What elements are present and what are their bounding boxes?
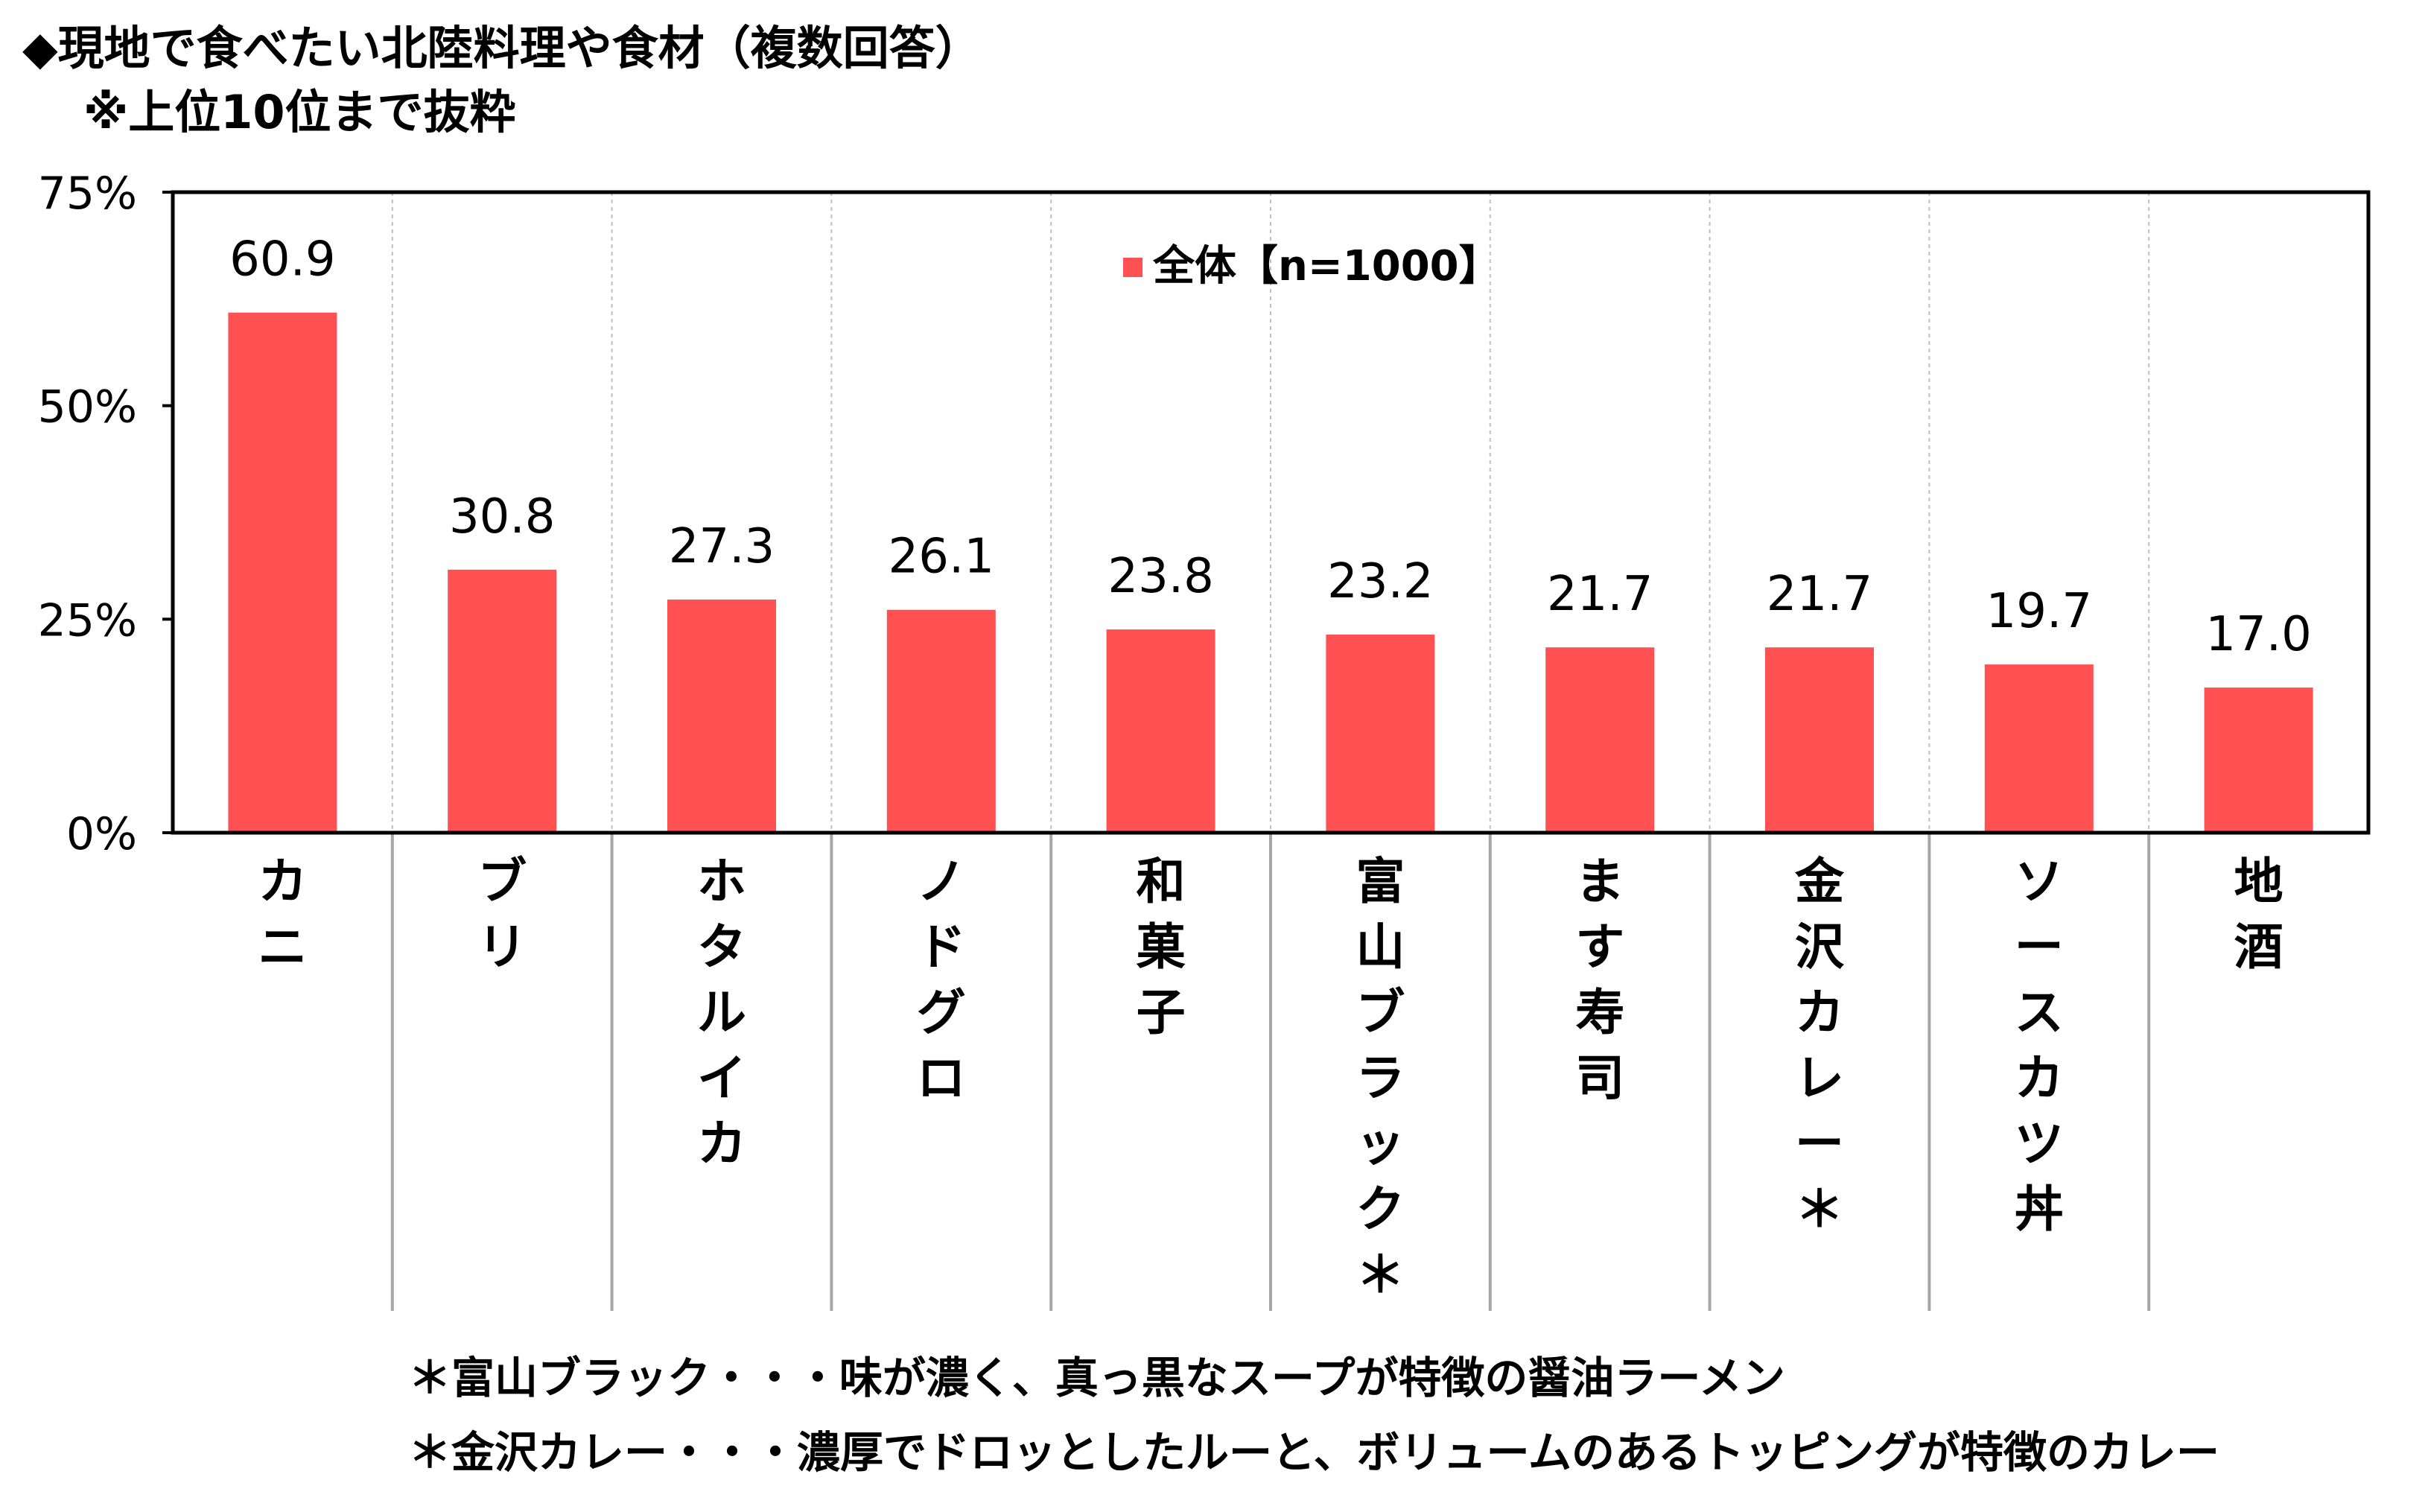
x-tick-label: リ [477, 918, 527, 976]
x-tick-label: ＊ [1795, 1181, 1844, 1238]
x-tick-label: カ [258, 853, 307, 910]
plot-border [171, 190, 2371, 835]
x-tick-label: ツ [2015, 1115, 2064, 1172]
x-tick-label: ラ [1355, 1049, 1405, 1107]
x-tick-label: ソ [2015, 853, 2064, 910]
bar [2204, 687, 2313, 833]
value-label: 27.3 [669, 519, 775, 574]
value-label: 26.1 [889, 530, 995, 585]
legend-swatch [1123, 258, 1142, 277]
x-tick-label: ホ [697, 853, 746, 910]
x-tick-label: タ [697, 918, 746, 976]
x-tick-label: 富 [1355, 853, 1405, 910]
x-tick-label: ＊ [1355, 1246, 1405, 1303]
y-tick-label: 25% [38, 594, 137, 647]
x-tick-label: 丼 [2015, 1181, 2064, 1238]
x-tick-label: ク [1355, 1181, 1405, 1238]
bar [667, 599, 776, 833]
footnotes: ＊富山ブラック・・・味が濃く、真っ黒なスープが特徴の醤油ラーメン ＊金沢カレー・… [408, 1341, 2219, 1490]
bar [228, 312, 337, 833]
bar [1984, 664, 2094, 833]
x-tick-label: グ [917, 984, 966, 1041]
value-label: 17.0 [2205, 607, 2312, 662]
x-tick-label: ッ [1355, 1115, 1405, 1172]
x-tick-label: イ [697, 1049, 746, 1107]
bar [1106, 629, 1215, 833]
x-tick-label: 子 [1137, 984, 1186, 1041]
x-tick-label: ロ [917, 1049, 966, 1107]
x-tick-label: 山 [1355, 918, 1405, 976]
x-tick-label: ド [917, 918, 966, 976]
x-tick-label: 菓 [1137, 918, 1186, 976]
y-axis: 0% 25% 50% 75% [38, 168, 173, 860]
x-tick-label: カ [1795, 984, 1844, 1041]
x-tick-label: 司 [1575, 1049, 1624, 1107]
value-label: 23.8 [1107, 549, 1214, 604]
category-dividers [390, 192, 2151, 1311]
x-tick-label: ニ [258, 918, 307, 976]
value-labels: 60.9 30.8 27.3 26.1 23.8 23.2 21.7 21.7 19.7 17.0 [229, 232, 2312, 662]
bar [1326, 634, 1435, 833]
value-label: 60.9 [229, 232, 336, 288]
plot-frame [171, 190, 2371, 835]
x-tick-label: ス [2015, 984, 2064, 1041]
title-line-2: ※上位10位まで抜粋 [83, 85, 516, 139]
x-tick-label: レ [1795, 1049, 1844, 1107]
title-line-1: ◆現地で食べたい北陸料理や食材（複数回答） [22, 21, 982, 75]
x-tick-label: ル [697, 984, 746, 1041]
x-tick-label: 寿 [1575, 984, 1624, 1041]
legend: 全体【n=1000】 [1123, 242, 1501, 290]
x-tick-label: ー [1795, 1115, 1844, 1172]
value-label: 30.8 [449, 489, 556, 544]
value-label: 19.7 [1986, 584, 2093, 639]
x-tick-label: 和 [1137, 853, 1186, 910]
legend-label: 全体【n=1000】 [1152, 242, 1501, 290]
y-tick-label: 50% [38, 381, 137, 433]
bar [886, 609, 996, 833]
value-label: 21.7 [1767, 567, 1873, 622]
footnote-2: ＊金沢カレー・・・濃厚でドロッとしたルーと、ボリュームのあるトッピングが特徴のカ… [408, 1427, 2219, 1478]
bar [448, 569, 557, 833]
bar [1765, 647, 1874, 833]
x-tick-label: ー [2015, 918, 2064, 976]
x-tick-label: ノ [917, 853, 966, 910]
x-tick-label: 酒 [2234, 918, 2283, 976]
x-tick-label: ま [1575, 853, 1624, 910]
y-tick-label: 0% [66, 808, 137, 860]
y-tick-label: 75% [38, 168, 137, 220]
footnote-1: ＊富山ブラック・・・味が濃く、真っ黒なスープが特徴の醤油ラーメン [408, 1353, 1786, 1403]
x-tick-label: 金 [1794, 853, 1845, 910]
value-label: 21.7 [1547, 567, 1653, 622]
x-tick-label: ブ [477, 853, 527, 910]
chart-title: ◆現地で食べたい北陸料理や食材（複数回答） ※上位10位まで抜粋 [22, 16, 982, 144]
value-label: 23.2 [1327, 554, 1434, 609]
x-tick-label: 沢 [1795, 918, 1845, 976]
x-tick-label: ブ [1355, 984, 1405, 1041]
x-tick-label: す [1575, 918, 1624, 976]
x-tick-label: カ [697, 1115, 746, 1172]
x-axis-labels: カニブリホタルイカノドグロ和菓子富山ブラック＊ます寿司金沢カレー＊ソースカツ丼地… [258, 853, 2283, 1303]
x-tick-label: カ [2015, 1049, 2064, 1107]
bar [1545, 647, 1655, 833]
bar-series [228, 312, 2313, 833]
x-tick-label: 地 [2234, 853, 2283, 910]
